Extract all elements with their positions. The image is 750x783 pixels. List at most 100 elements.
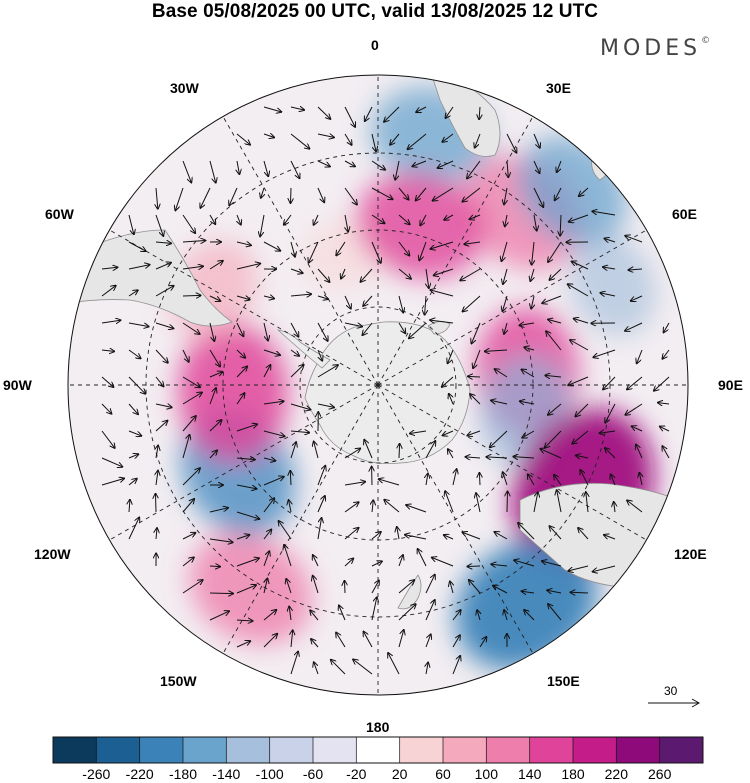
wind-vector	[408, 133, 427, 149]
wind-vector	[507, 492, 508, 513]
wind-vector	[450, 582, 453, 594]
wind-vector	[182, 393, 202, 405]
wind-vector	[209, 372, 222, 378]
wind-vector	[313, 555, 319, 567]
wind-vector	[129, 500, 130, 513]
wind-vector	[600, 293, 616, 296]
wind-vector	[364, 440, 373, 459]
wind-vector	[344, 528, 359, 540]
wind-vector	[425, 295, 426, 315]
wind-vector	[182, 376, 200, 387]
wind-vector	[236, 264, 260, 270]
wind-vector	[625, 236, 643, 243]
wind-vector	[263, 241, 280, 251]
wind-vector	[545, 430, 562, 448]
wind-vector	[503, 268, 508, 284]
wind-vector	[434, 268, 454, 275]
colorbar-tick-label: -60	[302, 766, 324, 782]
wind-vector	[156, 446, 158, 459]
wind-vector	[209, 349, 220, 366]
wind-vector	[310, 610, 319, 621]
wind-vector	[507, 160, 508, 177]
wind-vector	[419, 241, 427, 260]
wind-vector	[540, 449, 562, 459]
wind-vector	[412, 160, 427, 166]
wind-vector	[317, 365, 338, 378]
wind-vector	[309, 241, 319, 263]
wind-vector	[336, 633, 346, 648]
wind-vector	[632, 426, 643, 432]
colorbar-tick-label: 140	[518, 766, 542, 782]
wind-vector	[371, 214, 385, 223]
wind-vector	[182, 349, 189, 362]
wind-vector	[290, 241, 295, 257]
wind-vector	[345, 214, 348, 232]
wind-vector	[472, 322, 481, 343]
wind-vector	[371, 581, 379, 594]
wind-vector	[155, 286, 174, 297]
wind-vector	[662, 446, 670, 459]
wind-vector	[524, 347, 535, 350]
wind-vector	[438, 160, 454, 168]
wind-vector	[155, 214, 163, 236]
meridian-line	[377, 384, 647, 541]
wind-vector	[101, 457, 122, 467]
wind-vector	[128, 518, 139, 540]
wind-vector	[463, 532, 481, 540]
meridian-line	[222, 384, 379, 654]
wind-vector	[593, 565, 616, 572]
wind-vector	[156, 187, 158, 209]
wind-vector	[524, 610, 535, 621]
wind-vector	[572, 262, 589, 270]
wind-vector	[493, 586, 508, 594]
wind-vector	[548, 403, 562, 415]
wind-vector	[420, 214, 427, 225]
wind-vector	[128, 241, 146, 251]
colorbar-segment	[659, 737, 704, 763]
wind-vector	[182, 241, 205, 243]
wind-vector	[547, 590, 562, 593]
wind-vector	[155, 376, 164, 386]
colorbar-segment	[313, 737, 357, 763]
wind-vector	[344, 322, 362, 327]
wind-vector	[406, 505, 427, 513]
wind-vector	[155, 242, 171, 243]
wind-vector	[550, 268, 562, 280]
colorbar-tick-label: -180	[168, 766, 198, 782]
wind-vector	[263, 365, 270, 378]
wind-vector	[261, 187, 264, 198]
wind-vector	[444, 214, 454, 220]
wind-vector	[522, 370, 535, 378]
wind-vector	[627, 500, 643, 513]
wind-vector	[317, 160, 330, 167]
colorbar-segment	[443, 737, 487, 763]
wind-vector	[557, 160, 562, 172]
wind-vector	[289, 500, 291, 513]
wind-vector	[405, 535, 427, 540]
wind-vector	[290, 403, 310, 410]
wind-vector	[504, 322, 507, 334]
wind-vector	[426, 474, 428, 486]
anomaly-center	[569, 234, 657, 336]
africa	[429, 75, 501, 157]
wind-vector	[519, 323, 535, 325]
colorbar-tick-label: 260	[648, 766, 672, 782]
wind-vector	[290, 294, 311, 296]
wind-vector	[263, 430, 285, 436]
wind-vector	[576, 455, 589, 458]
wind-vector	[443, 430, 454, 435]
wind-vector	[236, 558, 259, 567]
wind-vector	[290, 133, 309, 149]
wind-vector	[397, 527, 399, 540]
wind-vector	[548, 241, 562, 262]
wind-vector	[156, 494, 157, 513]
wind-vector	[572, 430, 589, 444]
wind-vector	[128, 214, 134, 234]
wind-vector	[398, 187, 409, 200]
wind-vector	[236, 242, 251, 245]
wind-vector	[371, 597, 377, 621]
wind-vector	[365, 106, 373, 121]
wind-vector	[209, 420, 222, 432]
wind-vector	[409, 322, 427, 338]
wind-vector	[468, 376, 481, 377]
